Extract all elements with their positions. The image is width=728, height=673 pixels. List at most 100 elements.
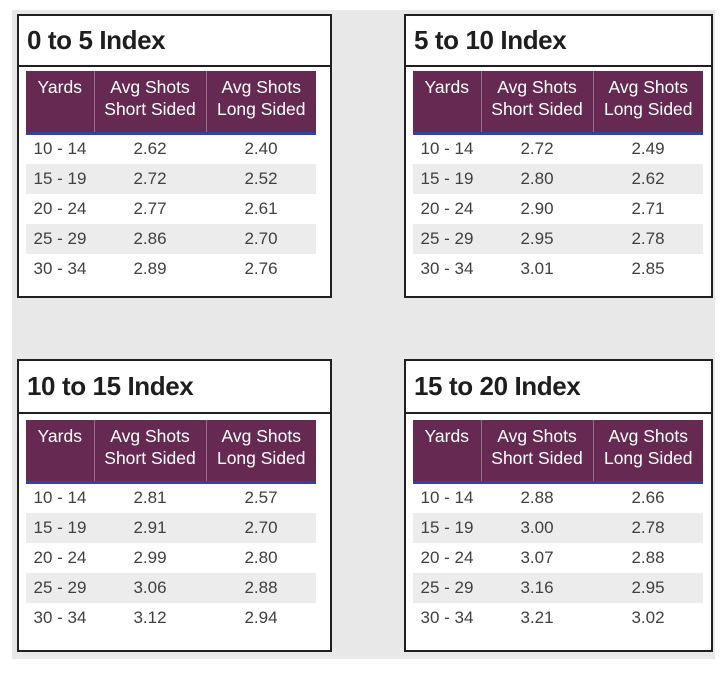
short-sided-cell: 2.72 [133,168,167,188]
visual-title: 5 to 10 Index [414,25,567,55]
short-sided-cell: 2.90 [520,198,554,218]
table-row: 10 - 14 2.72 2.49 [413,134,703,164]
table-row: 20 - 24 2.77 2.61 [26,194,316,224]
short-sided-cell: 2.62 [133,139,167,159]
table-row: 25 - 29 2.95 2.78 [413,223,703,254]
yards-cell: 25 - 29 [33,577,87,597]
report-canvas: 0 to 5 Index Yards Avg Shots Short Sided … [12,10,715,659]
yards-cell: 20 - 24 [33,198,87,218]
yards-cell: 25 - 29 [420,228,474,248]
short-sided-cell: 3.06 [133,577,167,597]
long-sided-cell: 2.62 [631,168,665,188]
column-header-short-sided: Avg Shots Short Sided [480,71,593,135]
column-header-short-sided: Avg Shots Short Sided [480,420,593,484]
data-table: Yards Avg Shots Short Sided Avg Shots Long… [26,420,316,633]
table-row: 30 - 34 3.12 2.94 [26,603,316,633]
short-sided-cell: 2.72 [520,139,554,159]
yards-cell: 15 - 19 [420,517,474,537]
column-header-short-sided: Avg Shots Short Sided [93,71,206,135]
table-row: 10 - 14 2.81 2.57 [26,483,316,513]
column-header-long-sided: Avg Shots Long Sided [205,71,316,135]
yards-cell: 15 - 19 [420,168,474,188]
table-row: 20 - 24 2.99 2.80 [26,543,316,573]
table-row: 10 - 14 2.62 2.40 [26,134,316,164]
table-header-row: Yards Avg Shots Short Sided Avg Shots Long… [413,420,703,484]
short-sided-cell: 3.01 [520,258,554,278]
visual-title: 15 to 20 Index [414,371,581,401]
yards-cell: 25 - 29 [420,577,474,597]
long-sided-cell: 2.80 [244,547,278,567]
table-header-row: Yards Avg Shots Short Sided Avg Shots Long… [26,420,316,484]
long-sided-cell: 2.61 [244,198,278,218]
table-row: 25 - 29 3.16 2.95 [413,572,703,603]
yards-cell: 30 - 34 [420,258,474,278]
yards-cell: 15 - 19 [33,517,87,537]
table-visual-10-to-15-index: 10 to 15 Index Yards Avg Shots Short Side… [17,359,332,652]
short-sided-cell: 2.88 [520,488,554,508]
yards-cell: 10 - 14 [33,139,87,159]
yards-cell: 30 - 34 [33,607,87,627]
short-sided-cell: 2.89 [133,258,167,278]
short-sided-cell: 2.81 [133,488,167,508]
visual-title-bar: 15 to 20 Index [406,361,711,414]
long-sided-cell: 2.85 [631,258,665,278]
table-visual-0-to-5-index: 0 to 5 Index Yards Avg Shots Short Sided … [17,14,332,298]
long-sided-cell: 2.94 [244,607,278,627]
table-row: 20 - 24 3.07 2.88 [413,543,703,573]
table-row: 25 - 29 2.86 2.70 [26,223,316,254]
short-sided-cell: 3.07 [520,547,554,567]
table-header-row: Yards Avg Shots Short Sided Avg Shots Long… [413,71,703,135]
long-sided-cell: 2.57 [244,488,278,508]
visual-title-bar: 5 to 10 Index [406,16,711,67]
short-sided-cell: 3.16 [520,577,554,597]
table-row: 15 - 19 3.00 2.78 [413,512,703,543]
yards-cell: 10 - 14 [420,488,474,508]
visual-title: 10 to 15 Index [27,371,194,401]
table-row: 15 - 19 2.80 2.62 [413,163,703,194]
long-sided-cell: 2.70 [244,517,278,537]
column-header-long-sided: Avg Shots Long Sided [592,71,703,135]
long-sided-cell: 2.88 [631,547,665,567]
column-header-long-sided: Avg Shots Long Sided [592,420,703,484]
table-row: 30 - 34 3.21 3.02 [413,603,703,633]
visual-title-bar: 0 to 5 Index [19,16,330,67]
yards-cell: 30 - 34 [420,607,474,627]
short-sided-cell: 3.12 [133,607,167,627]
long-sided-cell: 2.78 [631,517,665,537]
column-header-yards: Yards [26,71,94,135]
data-table: Yards Avg Shots Short Sided Avg Shots Long… [413,420,703,633]
short-sided-cell: 3.00 [520,517,554,537]
yards-cell: 20 - 24 [420,198,474,218]
long-sided-cell: 2.95 [631,577,665,597]
column-header-short-sided: Avg Shots Short Sided [93,420,206,484]
data-table: Yards Avg Shots Short Sided Avg Shots Long… [26,71,316,284]
column-header-yards: Yards [413,71,481,135]
column-header-yards: Yards [413,420,481,484]
short-sided-cell: 2.86 [133,228,167,248]
yards-cell: 30 - 34 [33,258,87,278]
short-sided-cell: 2.80 [520,168,554,188]
visual-title: 0 to 5 Index [27,25,166,55]
short-sided-cell: 2.77 [133,198,167,218]
table-visual-5-to-10-index: 5 to 10 Index Yards Avg Shots Short Sided… [404,14,713,298]
yards-cell: 10 - 14 [420,139,474,159]
table-row: 20 - 24 2.90 2.71 [413,194,703,224]
long-sided-cell: 2.66 [631,488,665,508]
long-sided-cell: 2.78 [631,228,665,248]
long-sided-cell: 2.76 [244,258,278,278]
yards-cell: 20 - 24 [420,547,474,567]
table-row: 15 - 19 2.91 2.70 [26,512,316,543]
table-row: 10 - 14 2.88 2.66 [413,483,703,513]
data-table: Yards Avg Shots Short Sided Avg Shots Long… [413,71,703,284]
table-row: 30 - 34 2.89 2.76 [26,254,316,284]
yards-cell: 10 - 14 [33,488,87,508]
short-sided-cell: 2.99 [133,547,167,567]
long-sided-cell: 3.02 [631,607,665,627]
long-sided-cell: 2.70 [244,228,278,248]
short-sided-cell: 3.21 [520,607,554,627]
short-sided-cell: 2.91 [133,517,167,537]
long-sided-cell: 2.49 [631,139,665,159]
yards-cell: 20 - 24 [33,547,87,567]
table-row: 30 - 34 3.01 2.85 [413,254,703,284]
long-sided-cell: 2.88 [244,577,278,597]
